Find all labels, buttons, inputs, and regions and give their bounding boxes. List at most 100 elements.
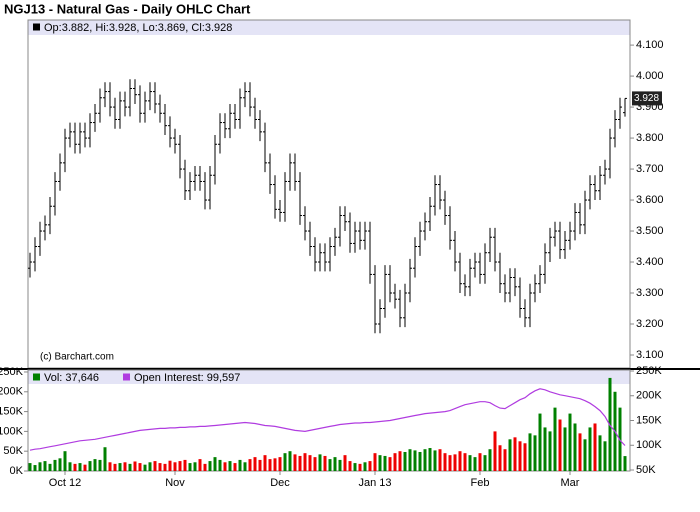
volume-bar <box>163 463 167 471</box>
x-tick-label: Nov <box>165 477 185 489</box>
volume-bar <box>388 457 392 471</box>
volume-bar <box>408 449 412 471</box>
volume-bar <box>493 431 497 471</box>
volume-bar <box>213 457 217 471</box>
volume-bar <box>143 464 147 471</box>
volume-bar <box>283 453 287 471</box>
y-tick-label: 3.100 <box>636 349 664 361</box>
volume-bar <box>263 455 267 471</box>
volume-bar <box>598 435 602 471</box>
volume-bar <box>533 435 537 471</box>
volume-bar <box>113 463 117 471</box>
volume-bar <box>538 413 542 471</box>
volume-bar <box>418 451 422 471</box>
volume-bar <box>338 459 342 471</box>
x-tick-label: Feb <box>471 477 490 489</box>
volume-bar <box>83 464 87 471</box>
volume-bar <box>478 453 482 471</box>
volume-bar <box>558 419 562 471</box>
volume-bar <box>73 463 77 471</box>
volume-bar <box>353 463 357 471</box>
info-swatch <box>33 23 40 31</box>
volume-bar <box>433 450 437 471</box>
volume-strip <box>28 370 630 384</box>
volume-bar <box>428 448 432 471</box>
volume-bar <box>228 461 232 471</box>
volume-tick-label: 200K <box>0 386 24 398</box>
volume-bar <box>53 459 57 471</box>
x-tick-label: Dec <box>270 477 290 489</box>
y-tick-label: 3.700 <box>636 163 664 175</box>
volume-bar <box>298 455 302 471</box>
y-tick-label: 3.600 <box>636 194 664 206</box>
y-tick-label: 4.100 <box>636 39 664 51</box>
volume-bar <box>473 457 477 471</box>
volume-bar <box>268 459 272 471</box>
volume-bar <box>503 449 507 471</box>
volume-bar <box>358 463 362 471</box>
volume-bar <box>508 439 512 471</box>
volume-bar <box>173 462 177 471</box>
volume-bar <box>253 457 257 471</box>
volume-bar <box>28 463 32 471</box>
volume-bar <box>288 451 292 471</box>
volume-bar <box>198 459 202 471</box>
volume-bar <box>48 463 52 471</box>
volume-bar <box>573 423 577 471</box>
volume-bar <box>403 451 407 471</box>
volume-bar <box>443 453 447 471</box>
volume-bar <box>463 453 467 471</box>
volume-bar <box>273 458 277 471</box>
volume-bar <box>43 461 47 471</box>
volume-bar <box>568 413 572 471</box>
volume-bar <box>208 461 212 471</box>
volume-bar <box>188 463 192 471</box>
volume-bar <box>138 463 142 471</box>
marks: 3.100 3.200 3.300 3.400 3.500 3.600 3.700 3.800… <box>0 39 664 489</box>
volume-bar <box>323 455 327 471</box>
oi-tick-label: 200K <box>636 390 662 402</box>
volume-legend: Vol: 37,646 <box>44 372 99 384</box>
volume-bar <box>553 407 557 471</box>
volume-bar <box>38 462 42 471</box>
volume-bar <box>398 451 402 471</box>
volume-bar <box>178 461 182 471</box>
volume-bar <box>523 443 527 471</box>
volume-bar <box>88 461 92 471</box>
volume-bar <box>468 455 472 471</box>
volume-bar <box>93 459 97 471</box>
y-tick-label: 4.000 <box>636 70 664 82</box>
volume-bar <box>438 449 442 471</box>
volume-bar <box>293 454 297 471</box>
volume-bar <box>378 455 382 471</box>
y-tick-label: 3.200 <box>636 318 664 330</box>
volume-bar <box>448 455 452 471</box>
info-strip <box>28 20 630 35</box>
y-tick-label: 3.400 <box>636 256 664 268</box>
volume-tick-label: 100K <box>0 425 24 437</box>
volume-bar <box>578 433 582 471</box>
volume-bar <box>303 453 307 471</box>
volume-bar <box>98 459 102 471</box>
last-price-box <box>632 91 662 106</box>
volume-bar <box>623 456 627 471</box>
volume-bar <box>68 462 72 471</box>
volume-bar <box>108 462 112 471</box>
chart-title: NGJ13 - Natural Gas - Daily OHLC Chart <box>4 1 251 16</box>
volume-bar <box>543 427 547 471</box>
volume-bar <box>63 451 67 471</box>
volume-bar <box>498 445 502 471</box>
oi-tick-label: 150K <box>636 414 662 426</box>
volume-bar <box>218 459 222 471</box>
oi-legend-swatch <box>123 373 130 381</box>
volume-bar <box>413 450 417 471</box>
volume-tick-label: 50K <box>3 445 23 457</box>
oi-tick-label: 50K <box>636 464 656 476</box>
volume-bar <box>583 439 587 471</box>
volume-bar <box>233 463 237 471</box>
last-price-label: 3.928 <box>634 93 659 104</box>
volume-bar <box>528 433 532 471</box>
volume-bar <box>518 441 522 471</box>
volume-bar <box>248 459 252 471</box>
